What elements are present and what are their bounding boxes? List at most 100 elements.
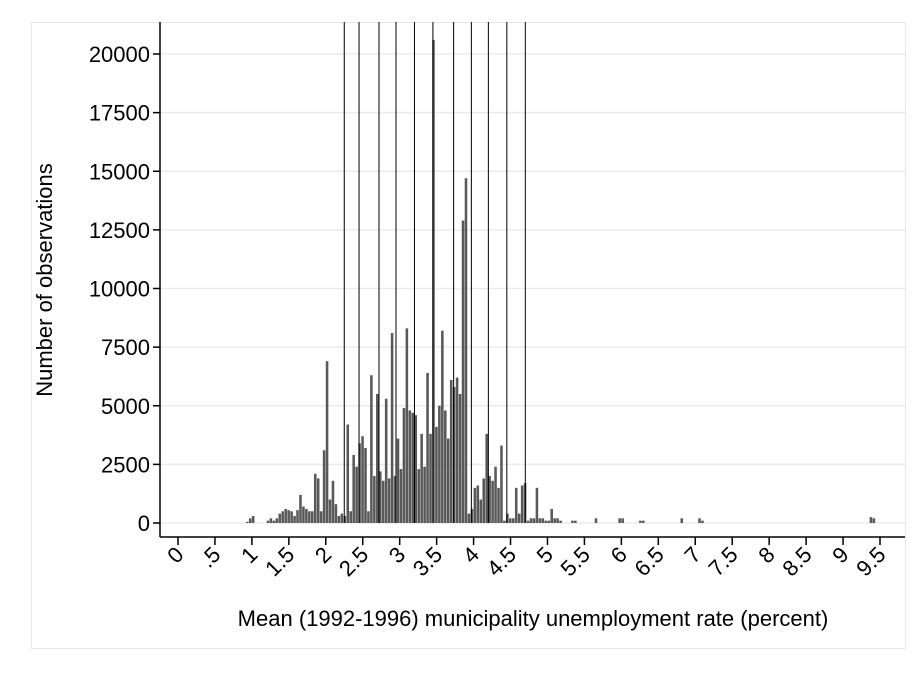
bar-147 (680, 518, 684, 523)
bar-58 (417, 469, 420, 523)
bar-92 (517, 513, 521, 523)
bar-78 (476, 485, 480, 523)
bar-96 (529, 518, 533, 523)
bar-66 (441, 330, 444, 523)
bar-90 (512, 518, 515, 523)
bar-46 (381, 480, 385, 523)
bar-32 (340, 513, 344, 523)
bar-9 (272, 520, 276, 523)
gridlines (160, 53, 905, 524)
y-tick-label-7: 17500 (89, 101, 150, 126)
y-tick-label-1: 2500 (101, 452, 150, 477)
bar-64 (435, 426, 438, 523)
bar-49 (390, 333, 394, 523)
bar-93 (520, 485, 524, 523)
bar-44 (376, 394, 379, 523)
bar-30 (334, 504, 338, 523)
axes (153, 22, 905, 545)
bar-118 (594, 518, 598, 523)
bars (245, 39, 876, 524)
bar-29 (331, 480, 335, 523)
bar-61 (426, 372, 429, 523)
bar-52 (399, 469, 403, 523)
bar-36 (352, 454, 355, 523)
bar-11 (278, 513, 282, 523)
bar-104 (553, 518, 556, 523)
bar-75 (467, 513, 471, 523)
bar-70 (452, 386, 456, 523)
bar-41 (367, 511, 370, 523)
bar-40 (364, 447, 367, 523)
bar-34 (346, 424, 350, 523)
bar-88 (506, 513, 509, 523)
y-tick-labels: 0 2500 5000 7500 10000 12500 15000 17500 20000 (89, 42, 150, 536)
bar-159 (872, 518, 876, 523)
bar-31 (337, 515, 341, 523)
bar-10 (275, 518, 279, 523)
bar-110 (571, 520, 574, 523)
bar-72 (458, 394, 462, 523)
bar-83 (491, 480, 494, 523)
bar-35 (349, 511, 352, 523)
bar-23 (313, 473, 317, 523)
bar-45 (378, 471, 382, 523)
bar-134 (642, 520, 645, 523)
bar-25 (319, 511, 323, 523)
bar-62 (429, 433, 432, 523)
bar-127 (621, 518, 624, 523)
bar-20 (305, 508, 308, 523)
bar-50 (393, 476, 397, 523)
bar-82 (488, 476, 491, 523)
bar-48 (387, 478, 391, 523)
x-axis-label: Mean (1992-1996) municipality unemployme… (238, 606, 829, 631)
bar-57 (414, 415, 418, 523)
bar-8 (269, 518, 273, 523)
bar-55 (408, 410, 412, 523)
bar-13 (284, 508, 287, 523)
bar-18 (299, 494, 302, 523)
bar-76 (470, 508, 474, 523)
bar-153 (698, 518, 701, 523)
bar-37 (355, 466, 358, 523)
y-tick-label-4: 10000 (89, 277, 150, 302)
bar-100 (541, 518, 545, 523)
bar-68 (446, 438, 450, 523)
bar-39 (361, 436, 364, 523)
vertical-reference-lines (343, 22, 526, 523)
bar-91 (514, 487, 518, 523)
bar-85 (497, 487, 500, 523)
bar-28 (328, 499, 332, 523)
y-tick-label-3: 7500 (101, 335, 150, 360)
bar-89 (509, 518, 512, 523)
bar-71 (455, 377, 459, 523)
bar-101 (544, 520, 548, 523)
y-axis-label: Number of observations (32, 163, 57, 397)
bar-16 (293, 515, 296, 523)
bar-59 (420, 433, 423, 523)
bar-7 (266, 520, 270, 523)
bar-27 (325, 361, 329, 523)
bar-74 (464, 178, 468, 523)
bar-77 (473, 487, 477, 523)
bar-0 (245, 521, 249, 523)
bar-42 (370, 375, 373, 523)
bar-133 (639, 520, 642, 523)
bar-33 (343, 515, 347, 523)
bar-95 (526, 520, 530, 523)
bar-98 (535, 487, 539, 523)
bar-65 (438, 405, 441, 523)
y-tick-label-2: 5000 (101, 394, 150, 419)
y-tick-label-0: 0 (138, 511, 150, 536)
bar-12 (281, 511, 285, 523)
bar-103 (550, 508, 553, 523)
bar-102 (547, 520, 551, 523)
bar-63 (432, 39, 435, 524)
bar-99 (538, 518, 542, 523)
bar-105 (556, 518, 559, 523)
bar-154 (701, 520, 704, 523)
bar-19 (302, 506, 305, 523)
bar-47 (384, 398, 388, 523)
bar-56 (411, 412, 415, 523)
